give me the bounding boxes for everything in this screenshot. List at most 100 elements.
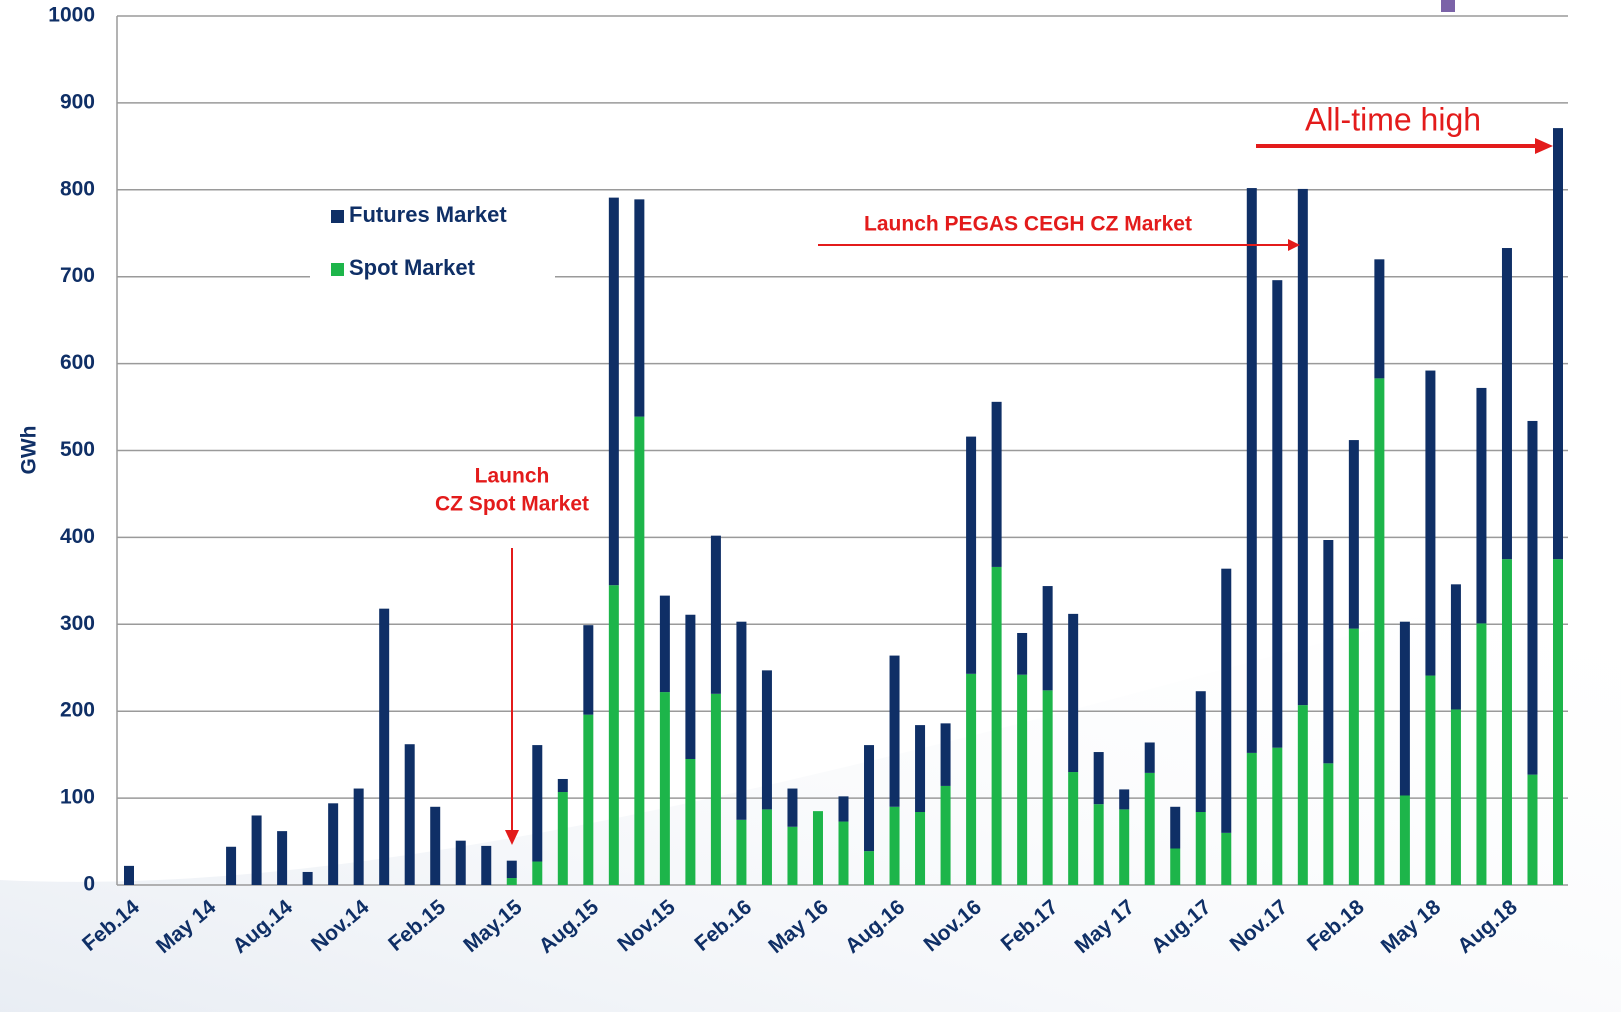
background-swoosh [0, 560, 1621, 1012]
bar-segment [710, 693, 721, 885]
bar-segment [838, 821, 849, 885]
legend-box [310, 192, 555, 292]
bar-segment [1221, 832, 1232, 885]
bar-segment [864, 745, 875, 852]
bar-segment [1017, 674, 1028, 885]
arrow-head [505, 830, 519, 845]
bar-segment [736, 819, 747, 885]
bar-segment [1170, 848, 1181, 885]
bar-segment [608, 585, 619, 885]
bar-segment [1297, 188, 1308, 706]
bar-segment [1119, 809, 1130, 885]
bar-segment [1195, 691, 1206, 813]
bar-segment [864, 851, 875, 885]
bar-segment [1501, 559, 1512, 885]
bar-segment [353, 788, 364, 885]
bar-segment [532, 745, 543, 862]
bar-segment [812, 811, 823, 885]
bar-segment [1348, 628, 1359, 885]
bar-segment [1221, 568, 1232, 833]
decor [1441, 0, 1455, 12]
bar-segment [761, 809, 772, 885]
bar-segment [506, 860, 517, 879]
y-axis-label: GWh [18, 426, 41, 475]
bar-segment [557, 778, 568, 793]
bar-segment [328, 803, 339, 885]
bar-segment [1195, 812, 1206, 885]
bar-segment [1450, 709, 1461, 885]
bar-segment [1348, 440, 1359, 629]
bar-segment [379, 608, 390, 885]
bar-segment [583, 625, 594, 715]
bar-segment [685, 614, 696, 759]
bar-segment [761, 670, 772, 810]
bar-segment [1374, 378, 1385, 885]
bar-segment [1068, 613, 1079, 773]
bar-segment [915, 812, 926, 885]
y-tick-label: 300 [60, 612, 95, 635]
annotation: CZ Spot Market [435, 493, 589, 516]
annotation: Launch PEGAS CEGH CZ Market [864, 213, 1192, 236]
bar-segment [1093, 804, 1104, 885]
arrow-head [1535, 138, 1553, 154]
bar-segment [659, 692, 670, 885]
bar-segment [838, 796, 849, 822]
bar-segment [915, 725, 926, 813]
bar-segment [940, 723, 951, 786]
y-tick-label: 900 [60, 90, 95, 113]
bar-segment [940, 785, 951, 885]
legend-label: Futures Market [349, 202, 507, 227]
arrow-head [1288, 239, 1300, 251]
bar-segment [302, 871, 313, 885]
bar-segment [1501, 248, 1512, 560]
bar-segment [991, 566, 1002, 885]
bar-segment [506, 878, 517, 885]
bar-segment [1425, 675, 1436, 885]
bar-segment [226, 846, 237, 885]
bar-segment [634, 416, 645, 885]
bar-segment [787, 788, 798, 827]
bar-segment [1476, 387, 1487, 624]
bar-segment [1272, 747, 1283, 885]
bar-segment [787, 826, 798, 885]
y-tick-label: 1000 [48, 4, 95, 27]
bar-segment [1246, 752, 1257, 885]
bar-segment [1553, 559, 1563, 885]
bar-segment [634, 199, 645, 417]
bar-segment [1068, 772, 1079, 885]
bar-segment [1323, 540, 1334, 764]
bar-segment [1170, 806, 1181, 849]
bar-segment [889, 655, 900, 807]
bar-segment [1272, 280, 1283, 748]
bar-segment [1527, 420, 1538, 775]
bar-segment [1527, 774, 1538, 885]
bar-segment [481, 845, 492, 885]
bar-segment [1476, 623, 1487, 885]
bar-segment [1042, 586, 1053, 691]
bar-segment [1119, 789, 1130, 810]
bar-segment [966, 673, 977, 885]
bar-segment [1144, 742, 1155, 773]
legend-label: Spot Market [349, 255, 476, 280]
bar-segment [1425, 370, 1436, 676]
bar-segment [557, 792, 568, 885]
y-tick-label: 100 [60, 786, 95, 809]
bar-segment [1093, 752, 1104, 805]
bar-segment [404, 744, 415, 885]
bar-segment [251, 815, 262, 885]
bar-segment [455, 840, 466, 885]
bar-segment [1374, 259, 1385, 379]
annotation: Launch [475, 465, 550, 488]
y-tick-label: 500 [60, 438, 95, 461]
bar-segment [1399, 795, 1410, 885]
bar-segment [608, 197, 619, 586]
bar-segment [583, 714, 594, 885]
bar-segment [1297, 705, 1308, 885]
bar-segment [1450, 584, 1461, 710]
bar-segment [736, 621, 747, 820]
bar-segment [124, 865, 134, 885]
bar-segment [889, 806, 900, 885]
bar-segment [277, 831, 288, 885]
bar-segment [685, 758, 696, 885]
